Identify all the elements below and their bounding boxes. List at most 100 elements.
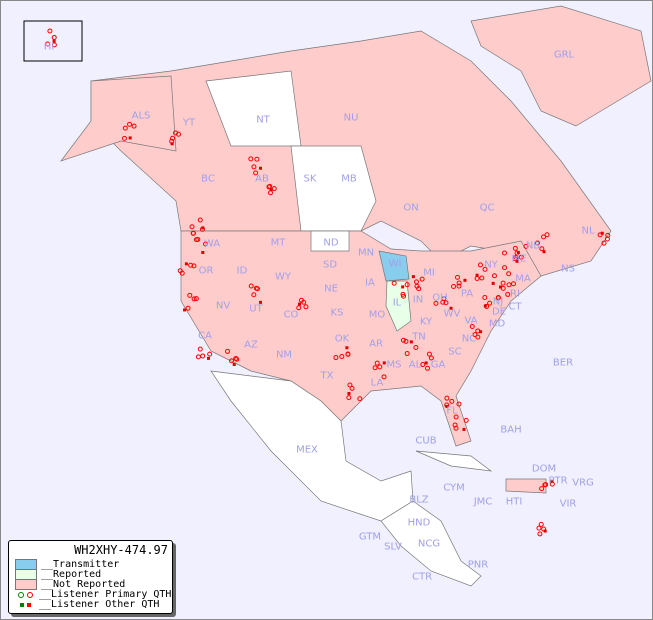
listener-primary-marker [191, 263, 197, 269]
region-label-cym: CYM [443, 482, 465, 494]
listener-primary-marker [601, 240, 607, 246]
region-label-ri: RI [510, 288, 520, 300]
listener-other-marker [600, 231, 604, 235]
listener-other-marker [409, 340, 413, 344]
listener-primary-marker [539, 246, 545, 252]
region-label-nm: NM [275, 349, 293, 361]
listener-primary-marker [296, 305, 302, 311]
region-label-ma: MA [515, 273, 531, 285]
listener-primary-marker [419, 276, 425, 282]
listener-primary-marker [345, 351, 351, 357]
region-alaska [60, 75, 177, 162]
legend: WH2XHY-474.97 __Transmitter __Reported _… [8, 540, 173, 614]
listener-primary-marker [347, 382, 353, 388]
listener-primary-marker [200, 353, 206, 359]
listener-other-marker [515, 259, 519, 263]
region-greenland [470, 5, 652, 127]
listener-primary-marker [177, 268, 183, 274]
listener-other-marker [542, 250, 546, 254]
listener-primary-marker [404, 282, 410, 288]
listener-primary-marker [506, 271, 512, 277]
hawaii-inset [23, 20, 83, 62]
listener-primary-marker [542, 482, 548, 488]
listener-primary-marker [122, 125, 128, 131]
listener-primary-marker [536, 525, 542, 531]
listener-primary-marker [346, 395, 352, 401]
region-label-id: ID [236, 265, 248, 277]
listener-primary-marker [225, 348, 231, 354]
listener-primary-marker [377, 364, 383, 370]
listener-primary-marker [477, 262, 483, 268]
listener-other-marker [424, 361, 428, 365]
region-label-bah: BAH [500, 424, 522, 436]
listener-primary-marker [541, 234, 547, 240]
region-label-nc: NC [461, 333, 477, 345]
region-label-blz: BLZ [409, 494, 429, 506]
listener-primary-marker [248, 283, 254, 289]
listener-primary-marker [426, 351, 432, 357]
region-label-ns: NS [561, 263, 575, 275]
listener-primary-marker [433, 300, 439, 306]
region-label-tx: TX [320, 370, 334, 382]
region-label-md: MD [488, 318, 506, 330]
listener-primary-marker [333, 355, 339, 361]
listener-primary-marker [47, 28, 53, 34]
region-label-wa: WA [203, 238, 221, 250]
listener-primary-marker [482, 294, 488, 300]
region-label-vrg: VRG [572, 477, 594, 489]
region-label-ct: CT [508, 301, 522, 313]
region-label-pnr: PNR [467, 559, 489, 571]
listener-primary-marker [463, 417, 469, 423]
listener-primary-marker [248, 156, 254, 162]
listener-primary-marker [539, 486, 545, 492]
legend-not-reported: __Not Reported [15, 579, 125, 590]
region-label-nb: NB [525, 240, 541, 252]
region-label-nv: NV [215, 300, 231, 312]
listener-primary-marker [506, 282, 512, 288]
region-label-oh: OH [432, 292, 448, 304]
listener-other-marker [206, 356, 210, 360]
listener-primary-marker [502, 265, 508, 271]
listener-primary-marker [189, 224, 195, 230]
listener-primary-marker [597, 232, 603, 238]
listener-primary-marker [349, 385, 355, 391]
listener-other-marker [445, 404, 449, 408]
listener-primary-marker [127, 121, 133, 127]
listener-primary-marker [191, 296, 197, 302]
listener-other-marker [499, 285, 503, 289]
listener-primary-marker [51, 42, 57, 48]
region-label-mn: MN [357, 247, 375, 259]
listener-primary-marker [475, 334, 481, 340]
region-label-hi: HI [43, 41, 55, 53]
listener-primary-marker [487, 300, 493, 306]
region-label-als: ALS [131, 110, 151, 122]
listener-primary-marker [190, 230, 196, 236]
region-central-america [380, 500, 482, 587]
region-label-ok: OK [334, 333, 350, 345]
listener-primary-marker [505, 291, 511, 297]
region-label-qc: QC [479, 202, 495, 214]
listener-other-marker [347, 391, 351, 395]
region-hispaniola [505, 478, 547, 494]
listener-primary-marker [452, 422, 458, 428]
region-label-sk: SK [303, 173, 317, 185]
region-mexico [210, 370, 414, 522]
listener-primary-marker [195, 354, 201, 360]
listener-primary-marker [381, 374, 387, 380]
listener-primary-marker [188, 262, 194, 268]
listener-primary-marker [251, 164, 257, 170]
listener-primary-marker [413, 344, 419, 350]
listener-primary-marker [374, 360, 380, 366]
listener-other-marker [411, 275, 415, 279]
listener-primary-marker [451, 284, 457, 290]
listener-other-marker [232, 363, 236, 367]
listener-primary-marker [51, 34, 57, 40]
region-label-wv: WV [443, 308, 461, 320]
region-label-az: AZ [244, 339, 258, 351]
region-label-ar: AR [369, 338, 383, 350]
region-label-dom: DOM [531, 463, 557, 475]
listener-primary-marker [400, 337, 406, 343]
listener-other-marker [52, 39, 56, 43]
region-label-va: VA [464, 315, 478, 327]
listener-primary-marker [425, 365, 431, 371]
